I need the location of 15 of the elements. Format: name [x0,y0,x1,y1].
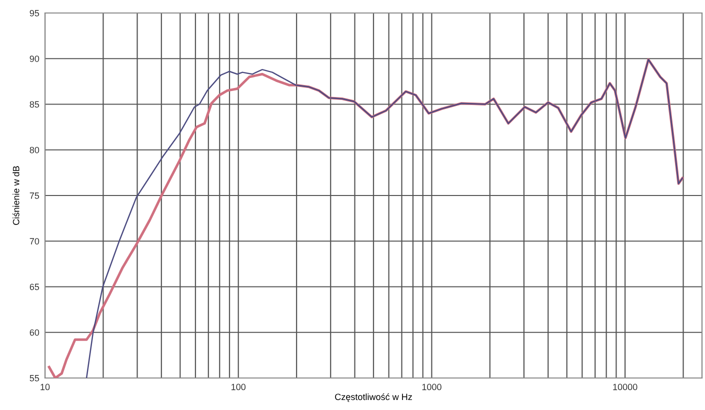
x-tick-label: 10000 [613,384,638,390]
y-tick-label: 95 [30,10,40,16]
x-tick-label: 100 [232,384,246,390]
x-tick-label: 10 [40,384,50,390]
y-tick-label: 85 [30,101,40,108]
x-axis-title: Częstotliwość w Hz [335,393,412,402]
y-tick-label: 60 [30,329,40,336]
y-tick-label: 80 [30,146,40,154]
y-tick-label: 90 [30,56,40,62]
y-tick-label: 75 [30,192,40,199]
y-tick-label: 55 [30,375,40,382]
y-axis-title: Ciśnienie w dB [12,166,20,225]
y-tick-label: 70 [30,238,40,244]
y-tick-label: 65 [30,284,40,290]
x-tick-label: 1000 [422,384,442,390]
